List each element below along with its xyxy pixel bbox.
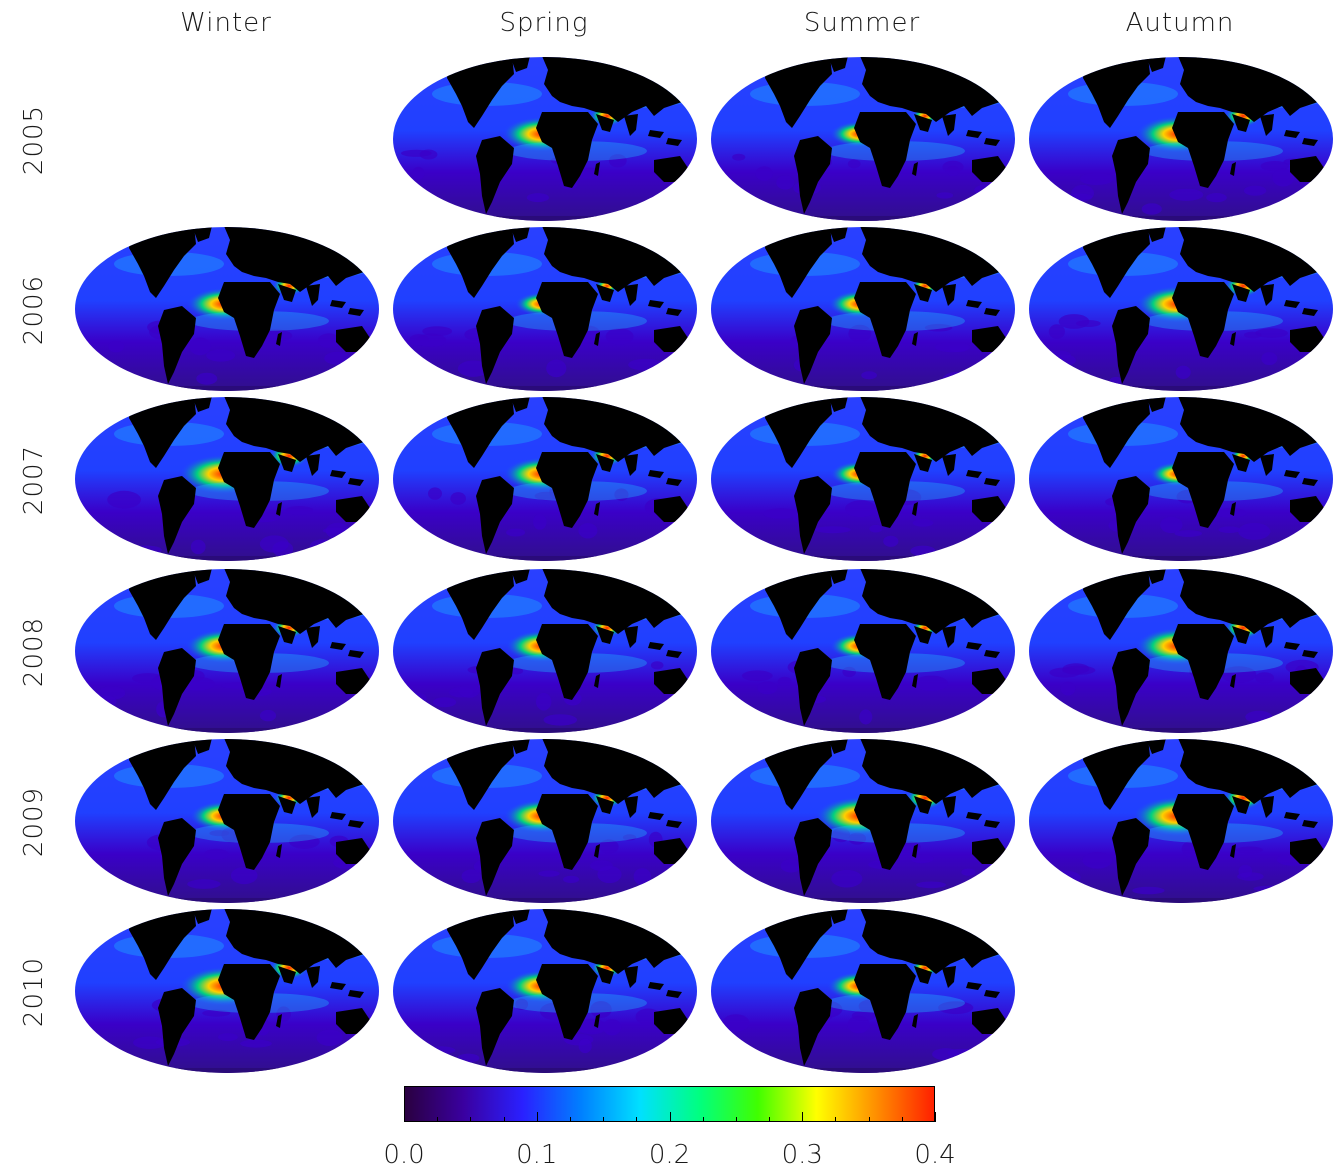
colorbar-tick-label: 0.4 — [914, 1140, 956, 1170]
row-label-2010: 2010 — [19, 956, 49, 1028]
map-panel-2007-winter — [74, 396, 380, 562]
map-panel-2005-autumn — [1028, 56, 1334, 222]
map-panel-2009-autumn — [1028, 738, 1334, 904]
column-label-summer: Summer — [803, 8, 921, 38]
map-panel-2007-autumn — [1028, 396, 1334, 562]
map-panel-2008-summer — [710, 568, 1016, 734]
map-panel-2006-spring — [392, 226, 698, 392]
map-panel-2007-spring — [392, 396, 698, 562]
column-label-autumn: Autumn — [1125, 8, 1235, 38]
colorbar — [404, 1086, 935, 1122]
map-panel-2008-winter — [74, 568, 380, 734]
colorbar-tick-label: 0.2 — [648, 1140, 691, 1170]
map-panel-2010-winter — [74, 908, 380, 1074]
row-label-2007: 2007 — [19, 444, 49, 516]
map-panel-2006-autumn — [1028, 226, 1334, 392]
map-panel-2009-summer — [710, 738, 1016, 904]
map-panel-2005-spring — [392, 56, 698, 222]
map-panel-2010-spring — [392, 908, 698, 1074]
colorbar-tick-label: 0.1 — [516, 1140, 558, 1170]
column-label-winter: Winter — [180, 8, 272, 38]
map-panel-2006-summer — [710, 226, 1016, 392]
colorbar-tick-label: 0.0 — [383, 1140, 425, 1170]
map-panel-2006-winter — [74, 226, 380, 392]
row-label-2006: 2006 — [19, 274, 49, 346]
map-panel-2009-spring — [392, 738, 698, 904]
map-panel-2007-summer — [710, 396, 1016, 562]
row-label-2009: 2009 — [19, 786, 49, 858]
colorbar-tick-mark — [935, 1112, 936, 1122]
map-panel-2010-summer — [710, 908, 1016, 1074]
row-label-2008: 2008 — [19, 616, 49, 688]
map-panel-2008-spring — [392, 568, 698, 734]
colorbar-tick-label: 0.3 — [781, 1140, 823, 1170]
column-label-spring: Spring — [499, 8, 589, 38]
map-panel-2008-autumn — [1028, 568, 1334, 734]
row-label-2005: 2005 — [19, 104, 49, 176]
map-panel-2005-summer — [710, 56, 1016, 222]
map-panel-2009-winter — [74, 738, 380, 904]
